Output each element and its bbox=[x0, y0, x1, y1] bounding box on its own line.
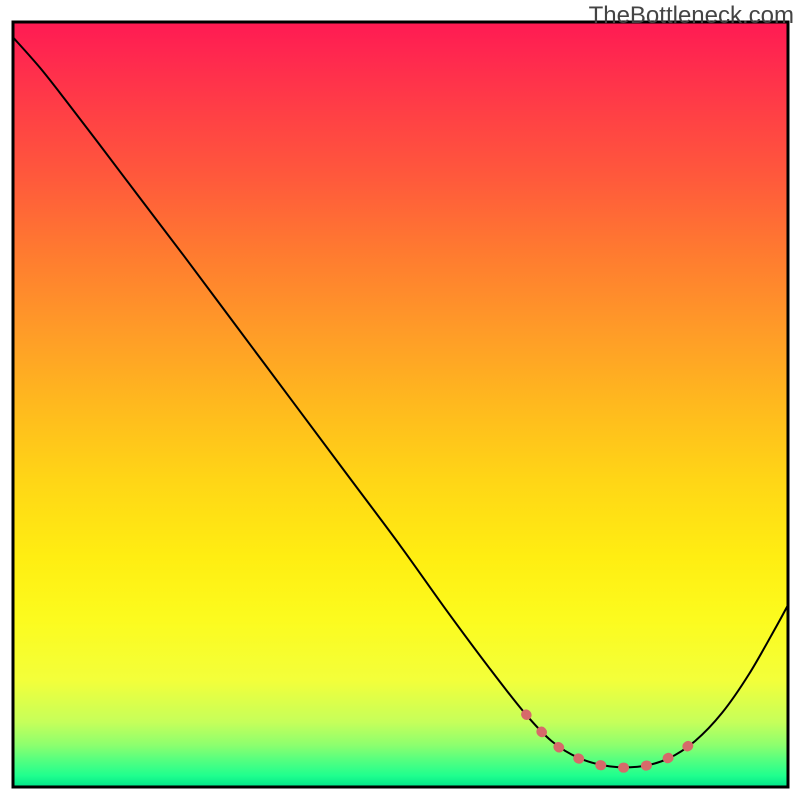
bottleneck-chart bbox=[0, 0, 800, 800]
gradient-background bbox=[13, 22, 788, 787]
watermark-label: TheBottleneck.com bbox=[589, 2, 794, 30]
chart-container: TheBottleneck.com bbox=[0, 0, 800, 800]
